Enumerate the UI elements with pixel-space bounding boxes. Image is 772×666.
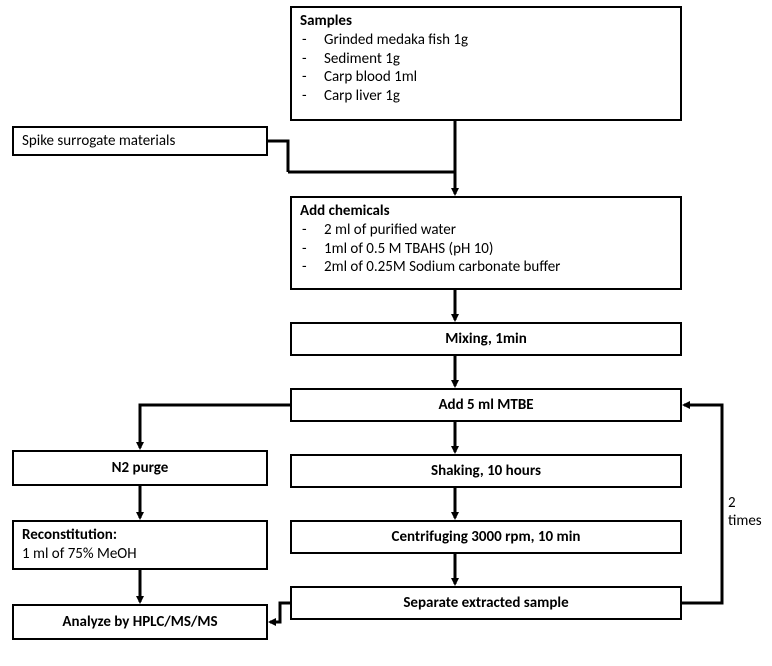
node-shaking: Shaking, 10 hours bbox=[290, 454, 682, 488]
node-add-chemicals: Add chemicals - 2 ml of purified water -… bbox=[290, 196, 682, 290]
centrifuging-text: Centrifuging 3000 rpm, 10 min bbox=[392, 528, 581, 547]
samples-item: - Carp liver 1g bbox=[300, 87, 672, 106]
recon-title: Reconstitution: bbox=[22, 526, 258, 545]
mtbe-text: Add 5 ml MTBE bbox=[438, 396, 533, 415]
node-analyze: Analyze by HPLC/MS/MS bbox=[12, 604, 268, 640]
node-add-mtbe: Add 5 ml MTBE bbox=[290, 388, 682, 422]
node-separate: Separate extracted sample bbox=[290, 586, 682, 620]
add-chemicals-title: Add chemicals bbox=[300, 202, 672, 221]
separate-text: Separate extracted sample bbox=[403, 594, 568, 613]
shaking-text: Shaking, 10 hours bbox=[431, 462, 541, 481]
samples-item: - Carp blood 1ml bbox=[300, 68, 672, 87]
samples-item: - Grinded medaka fish 1g bbox=[300, 31, 672, 50]
add-chem-item: - 1ml of 0.5 M TBAHS (pH 10) bbox=[300, 240, 672, 259]
n2-text: N2 purge bbox=[112, 459, 169, 478]
spike-text: Spike surrogate materials bbox=[22, 132, 175, 151]
node-reconstitution: Reconstitution: 1 ml of 75% MeOH bbox=[12, 520, 268, 570]
add-chem-item: - 2ml of 0.25M Sodium carbonate buffer bbox=[300, 258, 672, 277]
add-chem-item: - 2 ml of purified water bbox=[300, 221, 672, 240]
samples-item: - Sediment 1g bbox=[300, 50, 672, 69]
recon-line2: 1 ml of 75% MeOH bbox=[22, 545, 258, 564]
analyze-text: Analyze by HPLC/MS/MS bbox=[62, 613, 217, 632]
node-samples: Samples - Grinded medaka fish 1g - Sedim… bbox=[290, 6, 682, 121]
mixing-text: Mixing, 1min bbox=[445, 330, 527, 349]
node-spike: Spike surrogate materials bbox=[12, 126, 268, 156]
node-n2-purge: N2 purge bbox=[12, 450, 268, 486]
node-mixing: Mixing, 1min bbox=[290, 322, 682, 356]
loop-label: 2 times bbox=[728, 494, 772, 530]
node-centrifuging: Centrifuging 3000 rpm, 10 min bbox=[290, 520, 682, 554]
samples-title: Samples bbox=[300, 12, 672, 31]
